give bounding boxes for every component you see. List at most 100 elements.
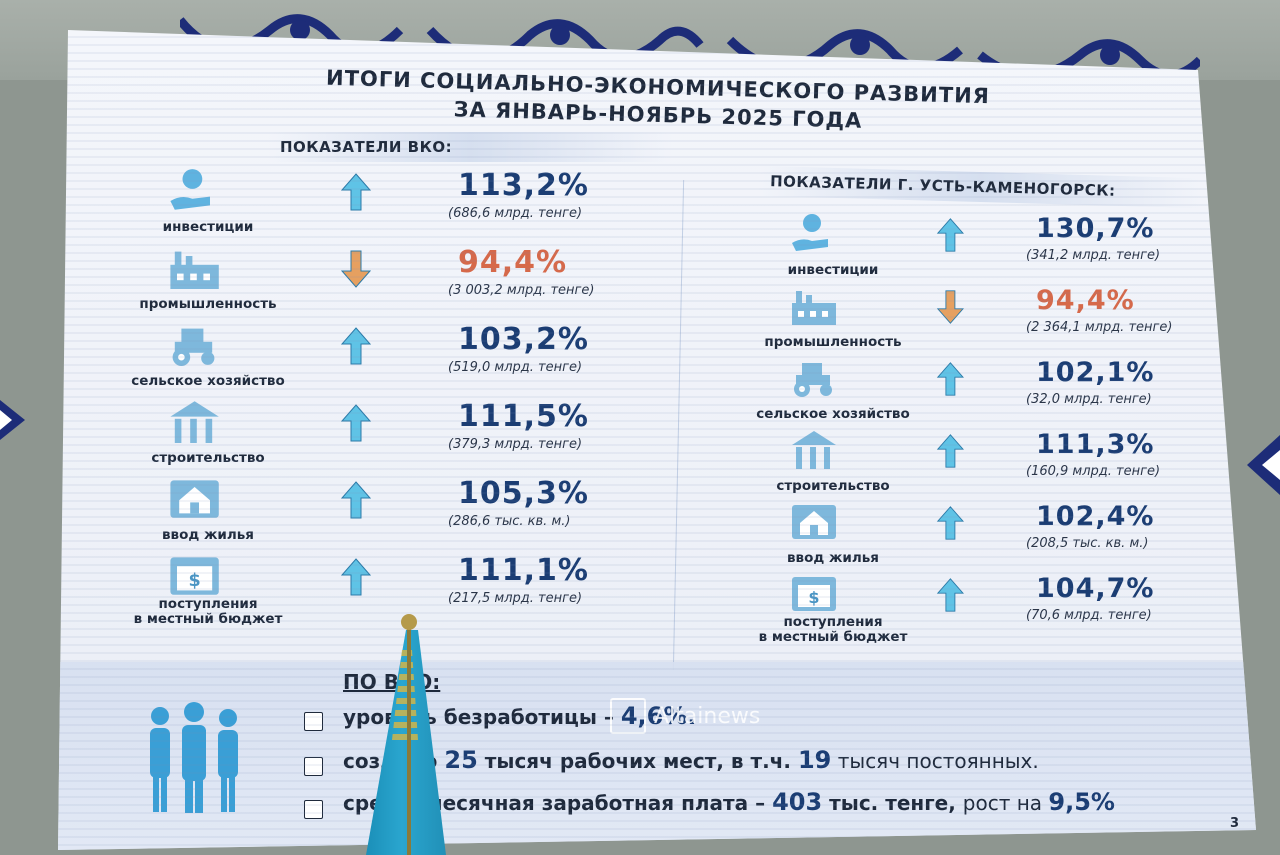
unemployment-value: 4,6%.: [620, 702, 697, 730]
watermark: Altainews: [610, 698, 760, 734]
indicator-label-text: строительство: [151, 450, 265, 466]
salary-text-b: тыс. тенге,: [822, 791, 963, 815]
arrow-down-icon: [936, 289, 965, 329]
svg-text:$: $: [188, 571, 200, 591]
checkbox-icon: [304, 800, 323, 819]
indicator-label-line2: в местный бюджет: [758, 629, 908, 645]
money-hand-icon: [788, 213, 840, 259]
indicator-label: ввод жилья: [748, 551, 918, 566]
arrow-up-icon: [340, 480, 372, 524]
flag-pole-finial: [401, 614, 417, 630]
people-icon: [150, 702, 238, 813]
indicator-detail: (379,3 млрд. тенге): [448, 437, 583, 452]
construction-icon: [166, 399, 223, 449]
indicator-label-text: ввод жилья: [787, 550, 879, 566]
indicator-detail: (341,2 млрд. тенге): [1026, 248, 1161, 263]
indicator-detail: (217,5 млрд. тенге): [448, 591, 583, 606]
indicator-percent: 102,1%: [1036, 357, 1155, 388]
arrow-down-icon: [340, 249, 372, 293]
indicator-label-line1: поступления: [783, 614, 883, 630]
factory-icon: [788, 285, 840, 331]
side-ornament-right: [1247, 435, 1280, 495]
indicator-label: сельское хозяйство: [748, 407, 918, 422]
flag-pole: [407, 622, 411, 855]
indicator-label: промышленность: [748, 335, 918, 350]
jobs-total-value: 25: [444, 746, 478, 774]
arrow-up-icon: [340, 403, 372, 447]
indicator-detail: (2 364,1 млрд. тенге): [1026, 320, 1173, 335]
summary-unemployment: уровень безработицы – 4,6%.: [343, 702, 697, 730]
budget-dollar-icon: $: [166, 553, 223, 603]
indicator-detail: (160,9 млрд. тенге): [1026, 464, 1161, 479]
factory-icon: [166, 245, 223, 295]
svg-text:$: $: [808, 588, 819, 607]
indicator-label: сельское хозяйство: [118, 374, 298, 389]
indicator-detail: (686,6 млрд. тенге): [448, 206, 583, 221]
indicator-label: поступления в местный бюджет: [118, 597, 298, 627]
arrow-up-icon: [936, 361, 965, 401]
indicator-detail: (286,6 тыс. кв. м.): [448, 514, 571, 529]
indicator-percent: 102,4%: [1036, 501, 1155, 532]
indicator-percent: 130,7%: [1036, 213, 1155, 244]
indicator-percent: 111,1%: [458, 553, 589, 588]
jobs-text-b: тысяч рабочих мест, в т.ч.: [477, 749, 798, 773]
house-icon: [788, 501, 840, 547]
arrow-up-icon: [340, 557, 372, 601]
indicator-label: промышленность: [118, 297, 298, 312]
arrow-up-icon: [340, 172, 372, 216]
projection-screen: ИТОГИ СОЦИАЛЬНО-ЭКОНОМИЧЕСКОГО РАЗВИТИЯ …: [58, 30, 1256, 850]
indicator-label: инвестиции: [748, 263, 918, 278]
indicator-detail: (519,0 млрд. тенге): [448, 360, 583, 375]
money-hand-icon: [166, 168, 223, 218]
indicator-percent: 105,3%: [458, 476, 589, 511]
indicator-label-text: строительство: [776, 478, 890, 494]
indicator-label-line2: в местный бюджет: [133, 611, 283, 627]
side-ornament-left: [0, 400, 25, 440]
indicator-percent: 111,3%: [1036, 429, 1155, 460]
indicator-label: поступления в местный бюджет: [748, 615, 918, 645]
indicator-label-text: инвестиции: [162, 219, 254, 235]
indicator-percent: 94,4%: [458, 245, 568, 280]
budget-dollar-icon: $: [788, 573, 840, 619]
arrow-up-icon: [936, 577, 965, 617]
indicator-label-text: сельское хозяйство: [756, 406, 910, 422]
page-number: 3: [1230, 816, 1240, 831]
indicator-percent: 103,2%: [458, 322, 589, 357]
summary-salary: среднемесячная заработная плата – 403 ты…: [343, 788, 1115, 816]
jobs-permanent-value: 19: [797, 746, 832, 774]
indicator-label-text: инвестиции: [787, 262, 879, 278]
arrow-up-icon: [936, 505, 965, 545]
indicator-percent: 113,2%: [458, 168, 589, 203]
indicator-label-text: промышленность: [139, 296, 277, 312]
construction-icon: [788, 429, 840, 475]
arrow-up-icon: [340, 326, 372, 370]
salary-text-c: рост на: [962, 791, 1049, 815]
house-icon: [166, 476, 223, 526]
column-divider: [672, 180, 685, 670]
summary-jobs: создано 25 тысяч рабочих мест, в т.ч. 19…: [343, 746, 1039, 774]
indicator-label: инвестиции: [118, 220, 298, 235]
indicator-label-line1: поступления: [158, 596, 258, 612]
summary-panel: [58, 662, 1256, 850]
indicator-detail: (208,5 тыс. кв. м.): [1026, 536, 1149, 551]
left-column-heading: ПОКАЗАТЕЛИ ВКО:: [268, 132, 672, 162]
indicator-label-text: сельское хозяйство: [131, 373, 285, 389]
checkbox-icon: [304, 757, 323, 776]
tractor-icon: [166, 322, 223, 372]
arrow-up-icon: [936, 433, 965, 473]
watermark-text: Altainews: [654, 703, 761, 729]
indicator-detail: (32,0 млрд. тенге): [1026, 392, 1152, 407]
indicator-percent: 104,7%: [1036, 573, 1155, 604]
jobs-text-c: тысяч постоянных.: [831, 749, 1039, 773]
indicator-percent: 111,5%: [458, 399, 589, 434]
indicator-percent: 94,4%: [1036, 285, 1135, 316]
summary-heading: ПО ВКО:: [343, 670, 441, 694]
indicator-detail: (3 003,2 млрд. тенге): [448, 283, 595, 298]
tractor-icon: [788, 357, 840, 403]
right-column-heading: ПОКАЗАТЕЛИ Г. УСТЬ-КАМЕНОГОРСК:: [757, 165, 1203, 209]
checkbox-icon: [304, 712, 323, 731]
indicator-label: ввод жилья: [118, 528, 298, 543]
indicator-label: строительство: [118, 451, 298, 466]
indicator-label: строительство: [748, 479, 918, 494]
unemployment-text: уровень безработицы –: [343, 705, 621, 729]
